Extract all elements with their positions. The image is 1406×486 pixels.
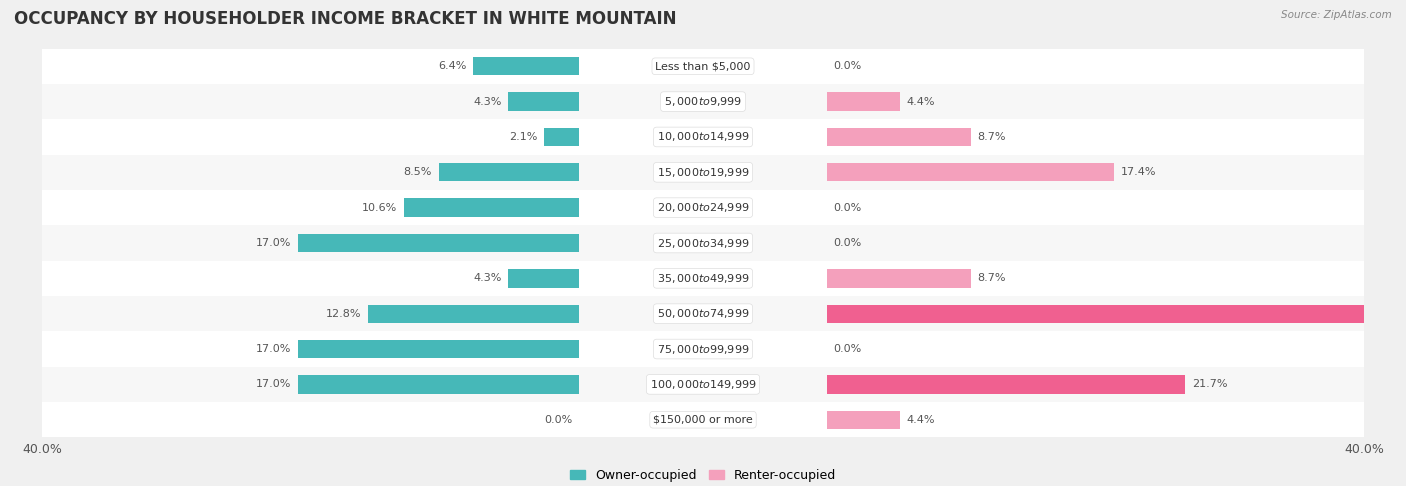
Bar [42, 49, 1364, 84]
Text: 4.3%: 4.3% [472, 97, 502, 106]
Text: 4.4%: 4.4% [907, 97, 935, 106]
Bar [42, 155, 1364, 190]
Text: 0.0%: 0.0% [544, 415, 572, 425]
Text: Source: ZipAtlas.com: Source: ZipAtlas.com [1281, 10, 1392, 20]
Text: 8.5%: 8.5% [404, 167, 432, 177]
Text: 6.4%: 6.4% [439, 61, 467, 71]
Legend: Owner-occupied, Renter-occupied: Owner-occupied, Renter-occupied [569, 469, 837, 482]
Bar [298, 234, 579, 252]
Bar [42, 190, 1364, 226]
Text: $20,000 to $24,999: $20,000 to $24,999 [657, 201, 749, 214]
Text: OCCUPANCY BY HOUSEHOLDER INCOME BRACKET IN WHITE MOUNTAIN: OCCUPANCY BY HOUSEHOLDER INCOME BRACKET … [14, 10, 676, 28]
Text: $25,000 to $34,999: $25,000 to $34,999 [657, 237, 749, 249]
Bar [42, 226, 1364, 260]
Bar [827, 92, 900, 111]
Text: $50,000 to $74,999: $50,000 to $74,999 [657, 307, 749, 320]
Text: Less than $5,000: Less than $5,000 [655, 61, 751, 71]
Text: 8.7%: 8.7% [977, 273, 1005, 283]
Bar [827, 163, 1115, 181]
Bar [42, 119, 1364, 155]
Text: $5,000 to $9,999: $5,000 to $9,999 [664, 95, 742, 108]
Text: 2.1%: 2.1% [509, 132, 537, 142]
Text: 10.6%: 10.6% [363, 203, 398, 213]
Text: 4.4%: 4.4% [907, 415, 935, 425]
Bar [827, 269, 970, 288]
Text: 4.3%: 4.3% [472, 273, 502, 283]
Text: 17.0%: 17.0% [256, 344, 291, 354]
Text: 21.7%: 21.7% [1192, 380, 1227, 389]
Text: $35,000 to $49,999: $35,000 to $49,999 [657, 272, 749, 285]
Text: $75,000 to $99,999: $75,000 to $99,999 [657, 343, 749, 356]
Bar [508, 269, 579, 288]
Text: 12.8%: 12.8% [326, 309, 361, 319]
Text: $10,000 to $14,999: $10,000 to $14,999 [657, 130, 749, 143]
Bar [827, 305, 1402, 323]
Bar [367, 305, 579, 323]
Bar [404, 198, 579, 217]
Bar [827, 375, 1185, 394]
Text: 0.0%: 0.0% [834, 238, 862, 248]
Bar [298, 340, 579, 358]
Text: 8.7%: 8.7% [977, 132, 1005, 142]
Text: $15,000 to $19,999: $15,000 to $19,999 [657, 166, 749, 179]
Bar [474, 57, 579, 75]
Text: $150,000 or more: $150,000 or more [654, 415, 752, 425]
Bar [42, 260, 1364, 296]
Text: 17.4%: 17.4% [1121, 167, 1157, 177]
Bar [42, 84, 1364, 119]
Bar [827, 128, 970, 146]
Bar [42, 296, 1364, 331]
Text: 17.0%: 17.0% [256, 380, 291, 389]
Text: 0.0%: 0.0% [834, 203, 862, 213]
Bar [544, 128, 579, 146]
Bar [42, 402, 1364, 437]
Bar [42, 331, 1364, 367]
Text: 0.0%: 0.0% [834, 344, 862, 354]
Text: $100,000 to $149,999: $100,000 to $149,999 [650, 378, 756, 391]
Bar [827, 411, 900, 429]
Bar [508, 92, 579, 111]
Bar [439, 163, 579, 181]
Bar [298, 375, 579, 394]
Bar [42, 367, 1364, 402]
Text: 17.0%: 17.0% [256, 238, 291, 248]
Text: 0.0%: 0.0% [834, 61, 862, 71]
